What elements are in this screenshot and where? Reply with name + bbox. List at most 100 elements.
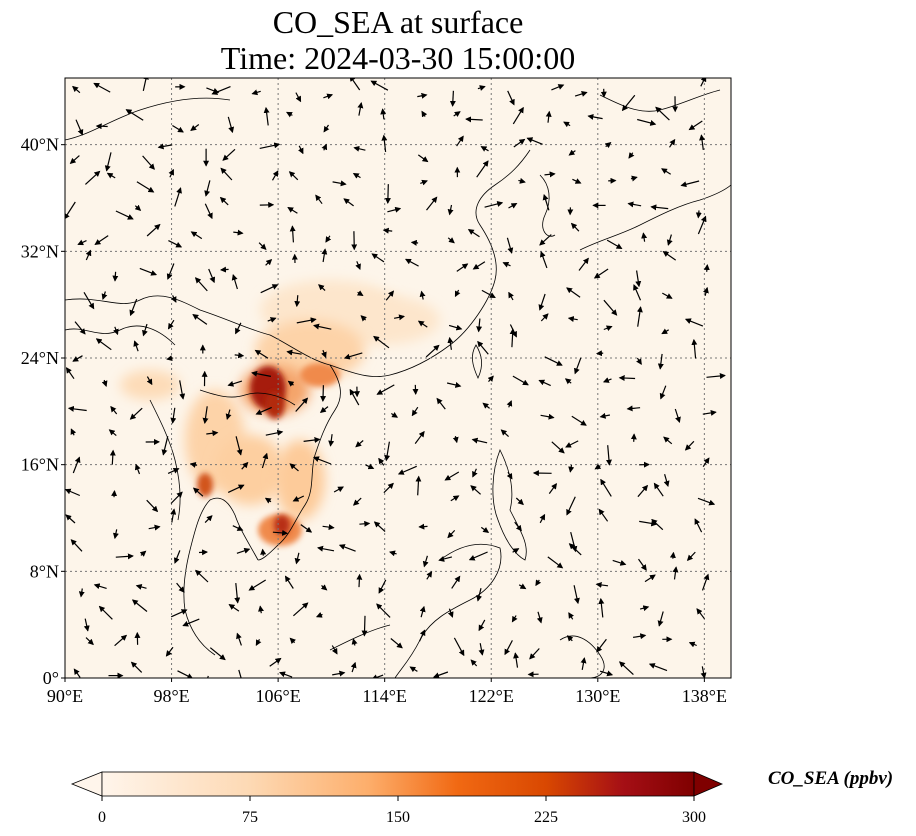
wind-vector-arrow — [382, 227, 393, 234]
wind-vector-arrow — [633, 284, 642, 301]
wind-vector-arrow — [447, 237, 455, 244]
wind-vector-arrow — [512, 375, 529, 386]
wind-vector-arrow — [566, 287, 581, 298]
wind-vector-arrow — [506, 471, 513, 480]
colorbar-tick-label: 150 — [386, 809, 410, 826]
wind-vector-arrow — [227, 484, 245, 493]
wind-vector-arrow — [477, 340, 489, 355]
wind-vector-arrow — [356, 573, 363, 588]
wind-vector-arrow — [174, 187, 182, 207]
wind-vector-arrow — [170, 609, 188, 618]
map-title: CO_SEA at surface — [272, 4, 524, 40]
wind-vector-arrow — [357, 102, 364, 116]
wind-vector-arrow — [509, 328, 516, 348]
wind-vector-arrow — [453, 111, 461, 118]
wind-vector-arrow — [101, 379, 108, 387]
colorbar-ticks: 0 75 150 225 300 — [98, 796, 706, 826]
wind-vector-arrow — [129, 298, 138, 317]
wind-vector-arrow — [321, 349, 327, 359]
wind-vector-arrow — [376, 384, 395, 395]
wind-vector-arrow — [134, 204, 142, 211]
wind-vector-arrow — [694, 518, 703, 533]
wind-vector-arrow — [204, 203, 213, 220]
wind-vector-arrow — [321, 248, 328, 263]
lat-tick-label: 32°N — [21, 241, 59, 261]
wind-vector-arrow — [697, 497, 716, 506]
wind-vector-arrow — [564, 378, 572, 385]
wind-vector-arrow — [480, 146, 489, 152]
wind-vector-arrow — [696, 608, 705, 620]
wind-vector-arrow — [587, 113, 603, 120]
wind-vector-arrow — [661, 328, 669, 335]
colorbar-label: CO_SEA (ppbv) — [768, 768, 894, 789]
wind-vector-arrow — [476, 588, 483, 602]
wind-vector-arrow — [378, 579, 387, 594]
colorbar-extend-high — [693, 771, 724, 797]
wind-vector-arrow — [568, 612, 574, 620]
wind-vector-arrow — [332, 670, 346, 677]
wind-vector-arrow — [405, 258, 419, 267]
wind-vector-arrow — [94, 235, 109, 245]
wind-vector-arrow — [113, 326, 119, 336]
wind-vector-arrow — [286, 111, 293, 118]
wind-vector-arrow — [700, 666, 707, 678]
wind-vector-arrow — [134, 463, 141, 475]
wind-vector-arrow — [139, 267, 158, 276]
wind-vector-arrow — [418, 523, 428, 530]
lat-tick-label: 16°N — [21, 455, 59, 475]
wind-vector-arrow — [85, 637, 94, 646]
wind-vector-arrow — [703, 286, 709, 296]
wind-vector-arrow — [518, 177, 526, 184]
wind-vector-arrow — [108, 429, 117, 437]
wind-vector-arrow — [260, 284, 279, 294]
wind-vector-arrow — [292, 495, 305, 502]
wind-vector-arrow — [702, 409, 717, 416]
wind-vector-arrow — [655, 106, 670, 121]
wind-vector-arrow — [536, 611, 543, 624]
lat-tick-label: 24°N — [21, 348, 59, 368]
wind-vector-arrow — [663, 436, 673, 445]
wind-vector-arrow — [595, 581, 609, 588]
wind-vector-arrow — [232, 525, 244, 531]
wind-vector-arrow — [674, 408, 681, 424]
wind-vector-arrow — [638, 558, 647, 571]
wind-vector-arrow — [241, 461, 249, 470]
wind-vector-arrow — [418, 629, 426, 642]
wind-vector-arrow — [544, 171, 556, 178]
wind-vector-arrow — [639, 605, 650, 612]
wind-vector-arrow — [572, 178, 582, 184]
wind-vector-arrow — [470, 485, 481, 495]
wind-vector-arrow — [602, 377, 612, 383]
wind-vector-arrow — [535, 579, 542, 587]
wind-vector-arrow — [106, 172, 116, 179]
wind-vector-arrow — [166, 355, 174, 362]
wind-vector-arrow — [603, 325, 613, 332]
wind-vector-arrow — [618, 661, 634, 676]
wind-vector-arrow — [551, 84, 565, 91]
wind-vector-arrow — [383, 482, 394, 494]
wind-vector-arrow — [65, 201, 76, 220]
wind-vector-arrow — [146, 376, 153, 386]
wind-vector-arrow — [487, 375, 494, 382]
wind-vector-arrow — [222, 148, 236, 161]
wind-vector-arrow — [322, 524, 335, 531]
wind-vector-arrow — [73, 668, 81, 678]
wind-vector-arrow — [296, 317, 317, 324]
wind-vector-arrow — [168, 240, 183, 248]
wind-vector-arrow — [385, 290, 395, 301]
wind-vector-arrow — [255, 406, 272, 415]
wind-vector-arrow — [454, 289, 461, 298]
wind-vector-arrow — [456, 263, 469, 272]
colorbar-tick-label: 75 — [242, 809, 258, 826]
wind-vector-arrow — [653, 482, 664, 497]
colorbar-tick-label: 300 — [682, 809, 706, 826]
wind-vector-arrow — [192, 314, 208, 325]
wind-vector-arrow — [627, 201, 642, 208]
wind-vector-arrow — [476, 318, 483, 333]
wind-vector-arrow — [206, 430, 219, 437]
wind-vector-arrow — [389, 550, 397, 557]
wind-vector-arrow — [331, 645, 338, 655]
wind-vector-arrow — [321, 143, 328, 151]
wind-vector-arrow — [284, 575, 294, 589]
wind-vector-arrow — [697, 215, 707, 235]
